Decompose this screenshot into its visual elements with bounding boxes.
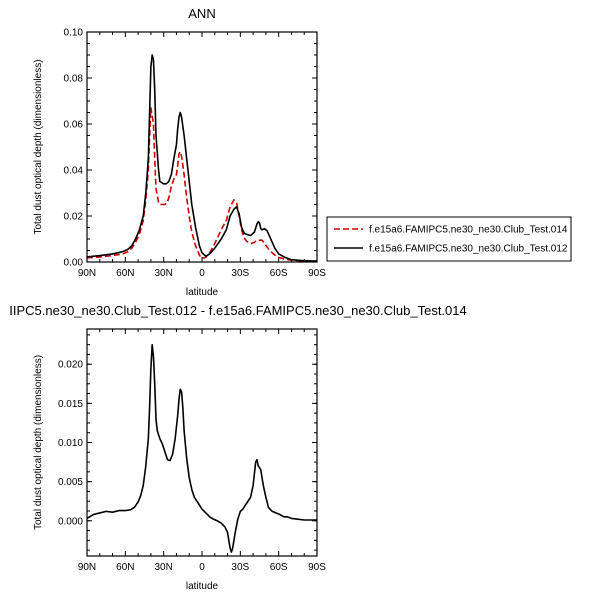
y-tick-label: 0.020 bbox=[58, 360, 83, 371]
x-tick-label: 60S bbox=[270, 268, 288, 279]
x-axis-label: latitude bbox=[186, 287, 219, 298]
x-tick-label: 60N bbox=[116, 268, 134, 279]
x-tick-label: 30S bbox=[231, 268, 249, 279]
series-line-2 bbox=[87, 54, 317, 262]
x-tick-label: 90N bbox=[78, 268, 96, 279]
legend-box bbox=[326, 216, 572, 262]
y-tick-label: 0.06 bbox=[64, 120, 84, 131]
y-tick-label: 0.010 bbox=[58, 438, 83, 449]
chart-title: IIPC5.ne30_ne30.Club_Test.012 - f.e15a6.… bbox=[9, 303, 466, 318]
x-tick-label: 90S bbox=[308, 268, 326, 279]
x-tick-label: 0 bbox=[199, 268, 205, 279]
x-tick-label: 30S bbox=[231, 562, 249, 573]
series-line-1 bbox=[87, 107, 317, 262]
x-tick-label: 90N bbox=[78, 562, 96, 573]
x-axis-label: latitude bbox=[186, 581, 219, 592]
y-tick-label: 0.015 bbox=[58, 399, 83, 410]
plot-frame bbox=[86, 328, 318, 557]
chart-panel-1: ANN 90N 60N 30N 0 30S 60S 90S 0.00 0.02 0.04 0.06 0.… bbox=[33, 6, 572, 298]
legend-label: f.e15a6.FAMIPC5.ne30_ne30.Club_Test.014 bbox=[369, 225, 568, 236]
chart-title: ANN bbox=[188, 6, 215, 21]
x-tick-label: 30N bbox=[154, 562, 172, 573]
y-tick-label: 0.00 bbox=[64, 258, 84, 269]
x-tick-label: 0 bbox=[199, 562, 205, 573]
y-tick-label: 0.04 bbox=[64, 166, 84, 177]
y-tick-label: 0.000 bbox=[58, 516, 83, 527]
x-tick-label: 60N bbox=[116, 562, 134, 573]
plot-frame bbox=[86, 31, 318, 263]
chart-panel-2: IIPC5.ne30_ne30.Club_Test.012 - f.e15a6.… bbox=[9, 303, 466, 592]
y-tick-label: 0.005 bbox=[58, 477, 83, 488]
x-tick-label: 60S bbox=[270, 562, 288, 573]
y-tick-label: 0.10 bbox=[64, 28, 84, 39]
y-axis-label: Total dust optical depth (dimensionless) bbox=[33, 59, 44, 234]
legend-label: f.e15a6.FAMIPC5.ne30_ne30.Club_Test.012 bbox=[369, 244, 568, 255]
y-tick-label: 0.02 bbox=[64, 212, 84, 223]
legend: f.e15a6.FAMIPC5.ne30_ne30.Club_Test.014f… bbox=[326, 216, 572, 262]
series-line-1 bbox=[87, 343, 317, 553]
x-tick-label: 90S bbox=[308, 562, 326, 573]
y-tick-label: 0.08 bbox=[64, 74, 84, 85]
x-tick-label: 30N bbox=[154, 268, 172, 279]
y-axis-label: Total dust optical depth (dimensionless) bbox=[33, 355, 44, 530]
